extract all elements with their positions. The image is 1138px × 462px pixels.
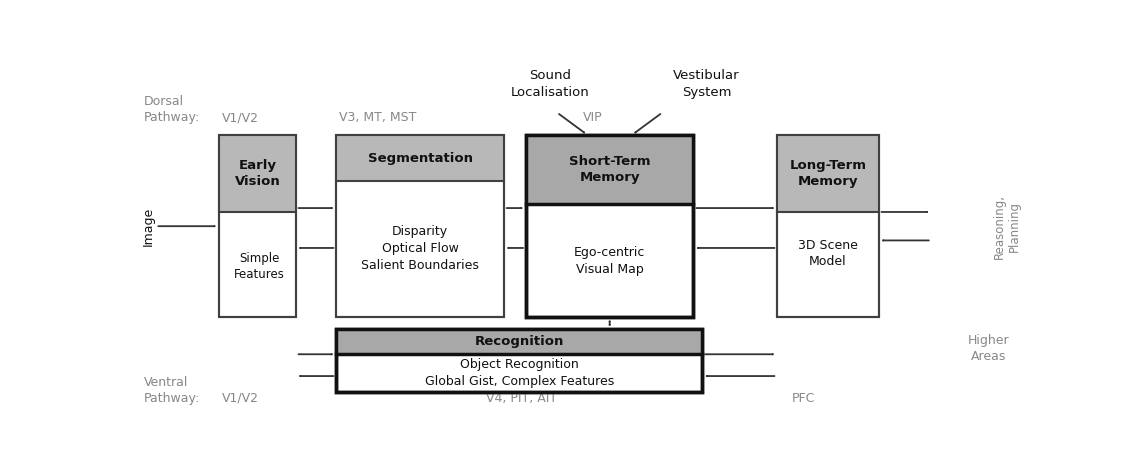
Text: Short-Term
Memory: Short-Term Memory bbox=[569, 155, 651, 184]
Text: Image: Image bbox=[142, 207, 155, 246]
Bar bbox=[526, 135, 693, 317]
Text: Ego-centric
Visual Map: Ego-centric Visual Map bbox=[574, 246, 645, 276]
Text: Early
Vision: Early Vision bbox=[234, 159, 280, 188]
Bar bbox=[337, 329, 702, 354]
Text: Segmentation: Segmentation bbox=[368, 152, 472, 164]
Text: Ventral: Ventral bbox=[145, 376, 189, 389]
Text: V4, PIT, AIT: V4, PIT, AIT bbox=[486, 391, 556, 405]
Text: Object Recognition
Global Gist, Complex Features: Object Recognition Global Gist, Complex … bbox=[424, 358, 613, 388]
Bar bbox=[218, 135, 296, 317]
Bar bbox=[526, 135, 693, 317]
Text: Vestibular: Vestibular bbox=[674, 68, 740, 81]
Bar bbox=[526, 135, 693, 204]
Text: Reasoning,
Planning: Reasoning, Planning bbox=[992, 194, 1021, 259]
Text: V1/V2: V1/V2 bbox=[222, 111, 258, 124]
Bar bbox=[337, 329, 702, 392]
Bar bbox=[218, 135, 296, 212]
Bar bbox=[337, 135, 504, 317]
Text: V1/V2: V1/V2 bbox=[222, 391, 258, 405]
Bar bbox=[777, 135, 879, 317]
Bar bbox=[337, 135, 504, 317]
Bar bbox=[777, 135, 879, 212]
Text: Long-Term
Memory: Long-Term Memory bbox=[790, 159, 866, 188]
Text: System: System bbox=[682, 86, 732, 99]
Text: Localisation: Localisation bbox=[510, 86, 589, 99]
Text: Higher
Areas: Higher Areas bbox=[968, 334, 1009, 364]
Text: Sound: Sound bbox=[529, 68, 571, 81]
Text: Simple
Features: Simple Features bbox=[234, 252, 284, 280]
Text: Pathway:: Pathway: bbox=[145, 391, 200, 405]
Bar bbox=[337, 135, 504, 181]
Text: Dorsal: Dorsal bbox=[145, 95, 184, 108]
Text: Pathway:: Pathway: bbox=[145, 111, 200, 124]
Text: VIP: VIP bbox=[583, 111, 603, 124]
Text: Recognition: Recognition bbox=[475, 335, 564, 348]
Text: V3, MT, MST: V3, MT, MST bbox=[339, 111, 417, 124]
Text: 3D Scene
Model: 3D Scene Model bbox=[798, 239, 857, 268]
Bar bbox=[218, 135, 296, 317]
Text: Disparity
Optical Flow
Salient Boundaries: Disparity Optical Flow Salient Boundarie… bbox=[361, 225, 479, 273]
Text: PFC: PFC bbox=[792, 391, 816, 405]
Bar bbox=[337, 329, 702, 392]
Bar bbox=[777, 135, 879, 317]
